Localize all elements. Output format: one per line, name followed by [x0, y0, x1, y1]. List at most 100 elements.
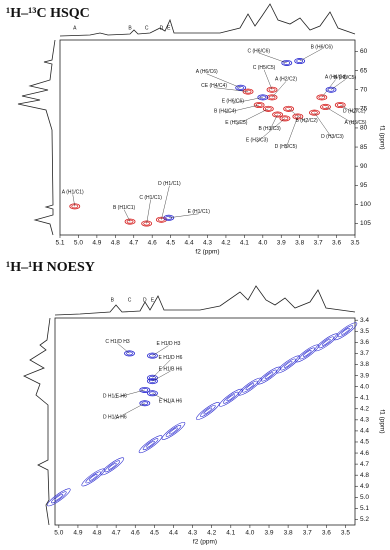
peak-label: B (H4/C4) [214, 108, 237, 114]
x-tick-label: 4.9 [73, 530, 82, 537]
top-trace [54, 285, 356, 316]
leader-line [225, 104, 260, 114]
cross-peak [268, 95, 276, 100]
diagonal-peak [169, 427, 178, 435]
leader-line [114, 389, 145, 399]
x-tick-label: 4.0 [258, 240, 267, 247]
peak-label: D (H3/C3) [321, 134, 344, 140]
cross-peak [141, 401, 149, 406]
diagonal-peak [142, 438, 159, 451]
peak-label: A (H1/C1) [62, 190, 84, 196]
cross-peak [126, 351, 133, 356]
y-tick-label: 90 [360, 163, 368, 170]
y-tick-label: 4.3 [360, 417, 369, 424]
cross-peak [69, 203, 81, 210]
y-tick-label: 4.1 [360, 394, 369, 401]
leader-line [114, 403, 145, 420]
x-tick-label: 4.1 [240, 240, 249, 247]
diagonal-peak [138, 435, 163, 454]
y-tick-label: 4.7 [360, 461, 369, 468]
x-tick-label: 5.1 [55, 240, 64, 247]
leader-line [340, 104, 355, 114]
peak-label: D H1/A H6 [103, 415, 127, 421]
diagonal-peak [283, 361, 293, 368]
x-tick-label: 4.6 [148, 240, 157, 247]
leader-line [152, 345, 169, 356]
x-tick-label: 4.3 [203, 240, 212, 247]
trace-label: D [160, 25, 164, 31]
cross-peak [327, 87, 335, 92]
leader-line [330, 79, 346, 90]
plot-frame [54, 317, 356, 526]
x-tick-label: 3.7 [314, 240, 323, 247]
cross-peak [253, 102, 265, 109]
leader-line [146, 199, 151, 224]
diagonal-peak [226, 394, 236, 402]
cross-peak [294, 58, 306, 65]
cross-peak [237, 85, 245, 90]
peak-label: A (H4/C4) [325, 75, 347, 81]
leader-line [206, 73, 241, 88]
leader-line [236, 108, 269, 126]
cross-peak [272, 111, 283, 118]
x-tick-label: 3.5 [350, 240, 359, 247]
x-tick-label: 4.0 [245, 530, 254, 537]
trace-label: D [143, 297, 147, 303]
peak-label: E H1/D H6 [158, 355, 182, 361]
cross-peak [320, 103, 331, 110]
leader-line [161, 185, 170, 220]
diagonal-peak [146, 440, 155, 448]
leader-line [258, 52, 287, 64]
leader-line [168, 213, 199, 218]
x-axis-label: f2 (ppm) [195, 249, 219, 256]
diagonal-peak [261, 369, 277, 382]
x-tick-label: 4.4 [169, 530, 178, 537]
x-tick-label: 4.7 [112, 530, 121, 537]
trace-label: B [111, 297, 115, 303]
diagonal-peak [245, 383, 255, 390]
leader-line [214, 87, 249, 92]
y-tick-label: 4.5 [360, 439, 369, 446]
cross-peak [141, 387, 149, 392]
trace-label: E [167, 25, 171, 31]
cross-peak [124, 218, 136, 225]
cross-peak [124, 350, 135, 357]
leader-line [152, 393, 171, 404]
cross-peak [244, 89, 252, 94]
peak-label: A (H5/C5) [345, 120, 367, 126]
peak-label: E H1/B H6 [159, 366, 183, 372]
cross-peak [235, 84, 247, 91]
y-axis-label: f1 (ppm) [378, 409, 385, 433]
diagonal-peak [161, 421, 186, 440]
diagonal-peak [47, 488, 71, 507]
cross-peak [336, 103, 344, 107]
cross-peak [325, 86, 337, 93]
cross-peak [285, 106, 293, 111]
y-tick-label: 5.2 [360, 516, 369, 523]
diagonal-peak [81, 468, 105, 487]
diagonal-peak [88, 474, 98, 481]
cross-peak [292, 113, 304, 120]
cross-peak [281, 116, 289, 121]
y-tick-label: 3.9 [360, 372, 369, 379]
trace-label: B [128, 25, 132, 31]
leader-line [271, 81, 287, 98]
x-tick-label: 4.7 [129, 240, 138, 247]
cross-peak [266, 94, 278, 101]
peak-label: D (H2/C2) [343, 108, 366, 114]
y-tick-label: 4.9 [360, 483, 369, 490]
cross-peak [257, 94, 269, 101]
x-tick-label: 4.2 [221, 240, 230, 247]
peak-label: B (H3/C3) [258, 126, 281, 132]
chart-title: ¹H–¹³C HSQC [6, 6, 90, 21]
leader-line [232, 97, 263, 104]
chart-title: ¹H–¹H NOESY [6, 260, 95, 275]
x-axis-label: f2 (ppm) [193, 539, 217, 546]
cross-peak [311, 110, 318, 115]
cross-peak [296, 59, 304, 63]
left-trace [17, 39, 56, 236]
y-tick-label: 3.5 [360, 328, 369, 335]
x-tick-label: 4.9 [92, 240, 101, 247]
